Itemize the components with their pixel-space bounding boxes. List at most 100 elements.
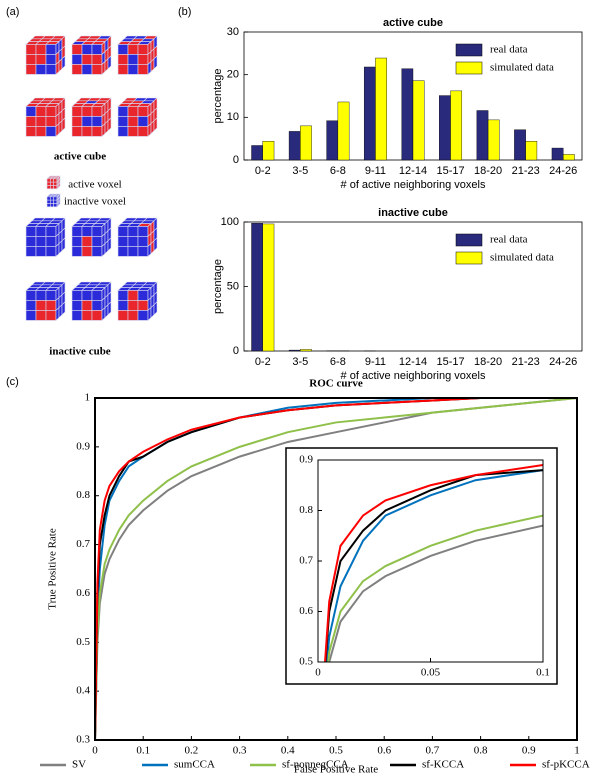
- voxel: [35, 236, 47, 247]
- voxel: [137, 226, 149, 237]
- y-tick-label: 0.5: [299, 656, 313, 668]
- voxel: [25, 246, 37, 257]
- voxel: [71, 116, 83, 127]
- legend-label: simulated data: [490, 252, 554, 264]
- voxel: [153, 301, 158, 316]
- voxel: [91, 64, 103, 75]
- x-tick-label: 15-17: [436, 165, 464, 177]
- voxel: [127, 290, 139, 301]
- roc-curve: [325, 469, 543, 662]
- chart-title: active cube: [383, 17, 443, 29]
- voxel: [53, 199, 58, 204]
- voxel: [25, 106, 37, 117]
- x-axis-label: # of active neighboring voxels: [341, 179, 486, 191]
- voxel: [127, 300, 139, 311]
- bar: [375, 57, 387, 161]
- voxel: [153, 237, 158, 252]
- cube: [25, 217, 66, 258]
- cube: [71, 281, 112, 322]
- bar: [262, 141, 275, 161]
- voxel: [117, 236, 129, 247]
- cube: [117, 35, 158, 76]
- cube-title: inactive cube: [49, 346, 111, 358]
- x-tick-label: 3-5: [292, 356, 308, 368]
- y-axis-label: percentage: [212, 259, 224, 314]
- voxel: [137, 44, 149, 55]
- y-tick-label: 0.9: [76, 440, 90, 452]
- voxel: [45, 246, 57, 257]
- voxel: [46, 203, 51, 208]
- voxel: [50, 178, 54, 183]
- roc-curve: [95, 398, 577, 740]
- voxel: [25, 300, 37, 311]
- bar: [251, 145, 263, 161]
- voxel: [81, 44, 93, 55]
- y-tick-label: 0: [233, 154, 239, 166]
- x-tick-label: 6-8: [330, 165, 346, 177]
- y-tick-label: 0.6: [76, 587, 90, 599]
- x-tick-label: 1: [574, 745, 580, 757]
- x-axis-label: False Positive Rate: [294, 764, 378, 775]
- voxel: [35, 246, 47, 257]
- y-tick-label: 1: [85, 392, 91, 404]
- voxel: [45, 44, 57, 55]
- voxel: [91, 236, 103, 247]
- y-tick-label: 10: [227, 111, 239, 123]
- cube: [46, 175, 61, 190]
- voxel: [35, 300, 47, 311]
- voxel: [81, 54, 93, 65]
- legend-label: real data: [490, 44, 528, 56]
- x-tick-label: 0.5: [329, 745, 343, 757]
- voxel: [53, 203, 58, 208]
- voxel: [117, 64, 129, 75]
- voxel: [81, 226, 93, 237]
- voxel: [137, 64, 149, 75]
- voxel: [35, 290, 47, 301]
- legend-label: sumCCA: [174, 759, 215, 771]
- voxel: [81, 106, 93, 117]
- x-tick-label: 0.05: [421, 667, 441, 679]
- x-tick-label: 18-20: [474, 356, 502, 368]
- panel-label: (c): [6, 376, 19, 388]
- y-tick-label: 0.5: [76, 636, 90, 648]
- voxel: [35, 54, 47, 65]
- voxel: [71, 236, 83, 247]
- voxel: [137, 300, 149, 311]
- y-tick-label: 0.7: [299, 555, 313, 567]
- voxel: [127, 44, 139, 55]
- voxel: [25, 54, 37, 65]
- voxel: [127, 64, 139, 75]
- voxel: [71, 126, 83, 137]
- voxel: [91, 300, 103, 311]
- x-tick-label: 0.1: [536, 667, 550, 679]
- voxel: [81, 126, 93, 137]
- voxel: [61, 301, 66, 316]
- voxel: [71, 246, 83, 257]
- voxel: [71, 290, 83, 301]
- voxel: [127, 126, 139, 137]
- voxel: [45, 290, 57, 301]
- bar: [363, 66, 376, 161]
- voxel: [53, 185, 58, 190]
- legend-label: sf-KCCA: [422, 759, 464, 771]
- cube-title: active cube: [54, 151, 106, 163]
- x-tick-label: 6-8: [330, 356, 346, 368]
- voxel: [50, 196, 54, 201]
- x-tick-label: 3-5: [292, 165, 308, 177]
- roc-curve: [328, 524, 543, 662]
- chart-title: ROC curve: [309, 378, 363, 390]
- voxel: [127, 246, 139, 257]
- bar: [439, 95, 451, 161]
- x-tick-label: 12-14: [399, 356, 427, 368]
- voxel: [58, 199, 61, 206]
- voxel: [117, 290, 129, 301]
- y-tick-label: 0.4: [76, 685, 90, 697]
- bar: [401, 68, 414, 161]
- voxel: [91, 54, 103, 65]
- voxel: [61, 237, 66, 252]
- x-tick-label: 9-11: [365, 165, 386, 177]
- x-tick-label: 0-2: [255, 165, 271, 177]
- x-tick-label: 0.1: [136, 745, 150, 757]
- x-tick-label: 0.9: [522, 745, 536, 757]
